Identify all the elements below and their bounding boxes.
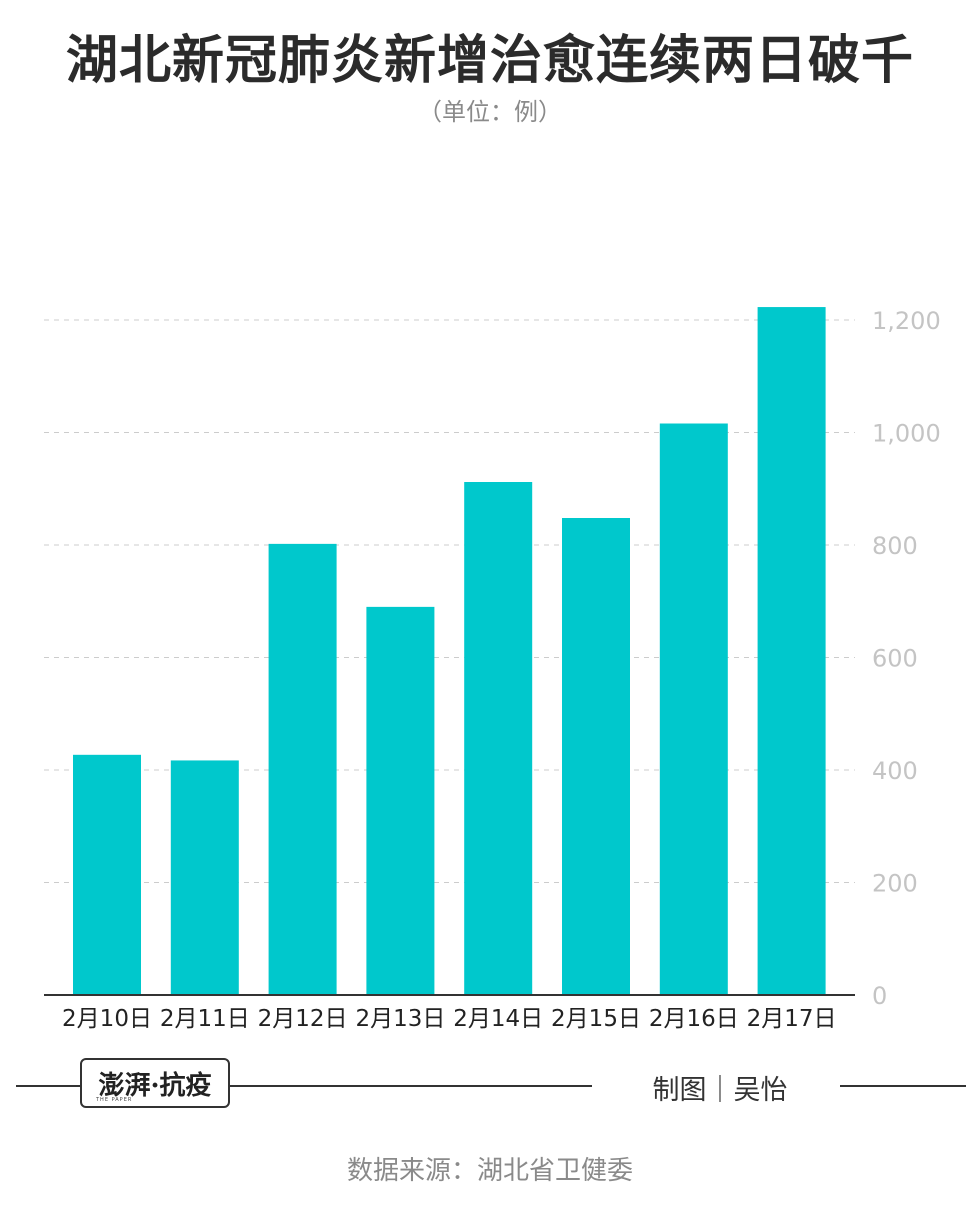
bar (170, 760, 239, 995)
y-tick-label: 200 (872, 870, 918, 898)
x-tick-label: 2月13日 (355, 1006, 445, 1032)
chart-credit: 制图｜吴怡 (652, 1075, 788, 1106)
chart-subtitle: （单位：例） (418, 98, 562, 126)
bar (73, 754, 141, 995)
y-tick-label: 1,000 (872, 420, 941, 448)
publisher-logo: 澎湃·抗疫 THE PAPER (80, 1058, 230, 1108)
y-tick-label: 400 (872, 757, 918, 785)
footer-line-left (16, 1085, 80, 1087)
bar-chart: 0 200 400 600 800 1,000 1,200 2月10日 2月11日 2月12日 2月… (44, 307, 941, 1032)
y-tick-label: 800 (872, 532, 918, 560)
y-tick-label: 0 (872, 982, 887, 1010)
x-tick-label: 2月15日 (551, 1006, 641, 1032)
bar (659, 423, 728, 995)
y-tick-label: 600 (872, 645, 918, 673)
y-tick-label: 1,200 (872, 307, 941, 335)
bar (268, 543, 337, 995)
chart-title: 湖北新冠肺炎新增治愈连续两日破千 (65, 31, 914, 91)
data-source: 数据来源：湖北省卫健委 (346, 1156, 633, 1186)
footer-line-middle (230, 1085, 592, 1087)
x-tick-label: 2月17日 (747, 1006, 837, 1032)
x-tick-label: 2月16日 (649, 1006, 739, 1032)
bar (757, 307, 826, 995)
logo-text: 澎湃·抗疫 (98, 1070, 212, 1101)
logo-subtext: THE PAPER (96, 1097, 133, 1103)
x-tick-label: 2月11日 (160, 1006, 250, 1032)
bar (464, 482, 533, 995)
bar (562, 518, 630, 995)
x-tick-label: 2月14日 (453, 1006, 543, 1032)
bar (366, 606, 435, 995)
x-tick-label: 2月10日 (62, 1006, 152, 1032)
x-tick-label: 2月12日 (258, 1006, 348, 1032)
footer-line-right (840, 1085, 966, 1087)
